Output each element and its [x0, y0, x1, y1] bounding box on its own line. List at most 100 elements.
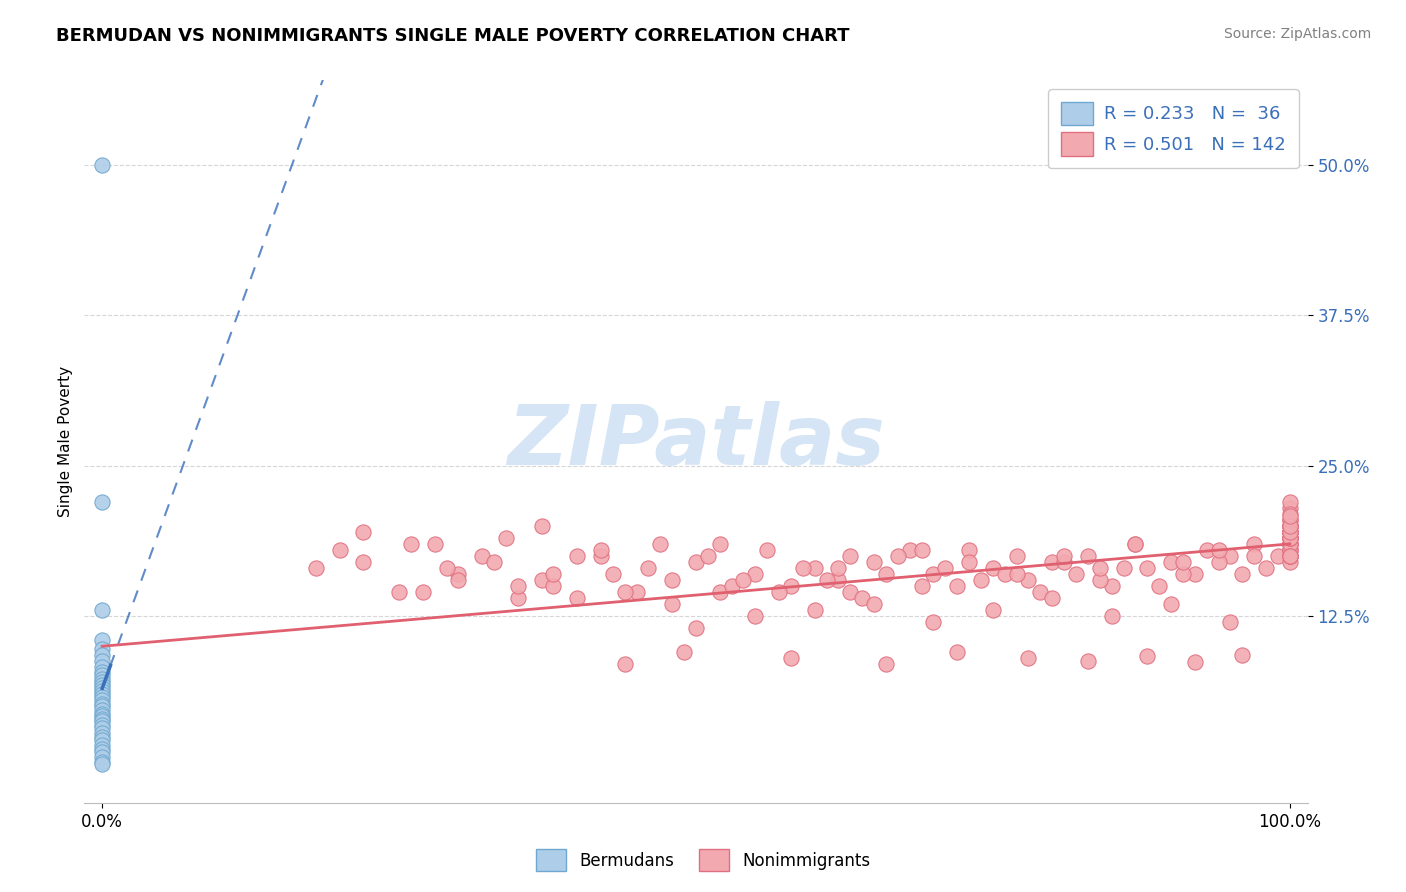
Point — [1278, 542, 1301, 557]
Point — [815, 573, 838, 587]
Point — [91, 721, 114, 735]
Point — [898, 542, 921, 557]
Point — [661, 597, 683, 611]
Point — [1254, 561, 1277, 575]
Point — [530, 573, 553, 587]
Point — [1278, 537, 1301, 551]
Point — [696, 549, 718, 563]
Point — [768, 585, 790, 599]
Point — [436, 561, 458, 575]
Point — [91, 678, 114, 692]
Point — [91, 741, 114, 756]
Point — [91, 697, 114, 711]
Point — [91, 699, 114, 714]
Point — [1278, 513, 1301, 527]
Point — [1278, 494, 1301, 508]
Point — [1053, 555, 1076, 569]
Point — [1160, 555, 1182, 569]
Point — [423, 537, 446, 551]
Point — [1278, 524, 1301, 539]
Point — [543, 579, 565, 593]
Point — [637, 561, 659, 575]
Point — [91, 709, 114, 723]
Point — [1029, 585, 1052, 599]
Point — [91, 757, 114, 772]
Point — [91, 654, 114, 668]
Y-axis label: Single Male Poverty: Single Male Poverty — [58, 366, 73, 517]
Point — [91, 726, 114, 740]
Point — [1136, 561, 1159, 575]
Point — [1278, 531, 1301, 545]
Point — [981, 603, 1004, 617]
Point — [1278, 542, 1301, 557]
Point — [91, 603, 114, 617]
Point — [589, 549, 612, 563]
Point — [91, 706, 114, 721]
Point — [1278, 518, 1301, 533]
Point — [91, 750, 114, 764]
Point — [1184, 655, 1206, 669]
Point — [1088, 573, 1111, 587]
Point — [91, 641, 114, 656]
Point — [994, 567, 1017, 582]
Point — [91, 755, 114, 769]
Point — [506, 591, 529, 605]
Point — [613, 657, 636, 672]
Point — [543, 567, 565, 582]
Point — [1243, 549, 1265, 563]
Point — [1088, 561, 1111, 575]
Point — [1278, 524, 1301, 539]
Point — [875, 567, 897, 582]
Point — [1243, 537, 1265, 551]
Point — [910, 579, 932, 593]
Point — [1278, 531, 1301, 545]
Point — [1278, 537, 1301, 551]
Point — [91, 659, 114, 673]
Point — [685, 555, 707, 569]
Point — [827, 573, 849, 587]
Point — [1171, 567, 1194, 582]
Text: BERMUDAN VS NONIMMIGRANTS SINGLE MALE POVERTY CORRELATION CHART: BERMUDAN VS NONIMMIGRANTS SINGLE MALE PO… — [56, 27, 849, 45]
Point — [1208, 555, 1230, 569]
Point — [613, 585, 636, 599]
Point — [803, 603, 825, 617]
Point — [352, 524, 374, 539]
Point — [1040, 555, 1063, 569]
Point — [91, 648, 114, 662]
Point — [792, 561, 814, 575]
Point — [91, 745, 114, 759]
Point — [1278, 518, 1301, 533]
Point — [1278, 549, 1301, 563]
Point — [1278, 509, 1301, 524]
Point — [1160, 597, 1182, 611]
Point — [1278, 500, 1301, 515]
Point — [922, 567, 945, 582]
Point — [1125, 537, 1147, 551]
Point — [567, 549, 589, 563]
Point — [1195, 542, 1218, 557]
Legend: R = 0.233   N =  36, R = 0.501   N = 142: R = 0.233 N = 36, R = 0.501 N = 142 — [1049, 89, 1299, 169]
Point — [91, 714, 114, 728]
Point — [1219, 549, 1241, 563]
Point — [1018, 651, 1040, 665]
Point — [1064, 567, 1087, 582]
Point — [1053, 549, 1076, 563]
Point — [780, 579, 803, 593]
Point — [91, 687, 114, 701]
Point — [91, 690, 114, 704]
Point — [946, 579, 969, 593]
Point — [957, 542, 980, 557]
Point — [839, 549, 862, 563]
Point — [875, 657, 897, 672]
Point — [447, 573, 470, 587]
Point — [1278, 524, 1301, 539]
Point — [1278, 518, 1301, 533]
Point — [530, 518, 553, 533]
Point — [1232, 648, 1254, 662]
Point — [910, 542, 932, 557]
Point — [887, 549, 910, 563]
Point — [626, 585, 648, 599]
Point — [91, 693, 114, 707]
Point — [756, 542, 779, 557]
Point — [91, 712, 114, 726]
